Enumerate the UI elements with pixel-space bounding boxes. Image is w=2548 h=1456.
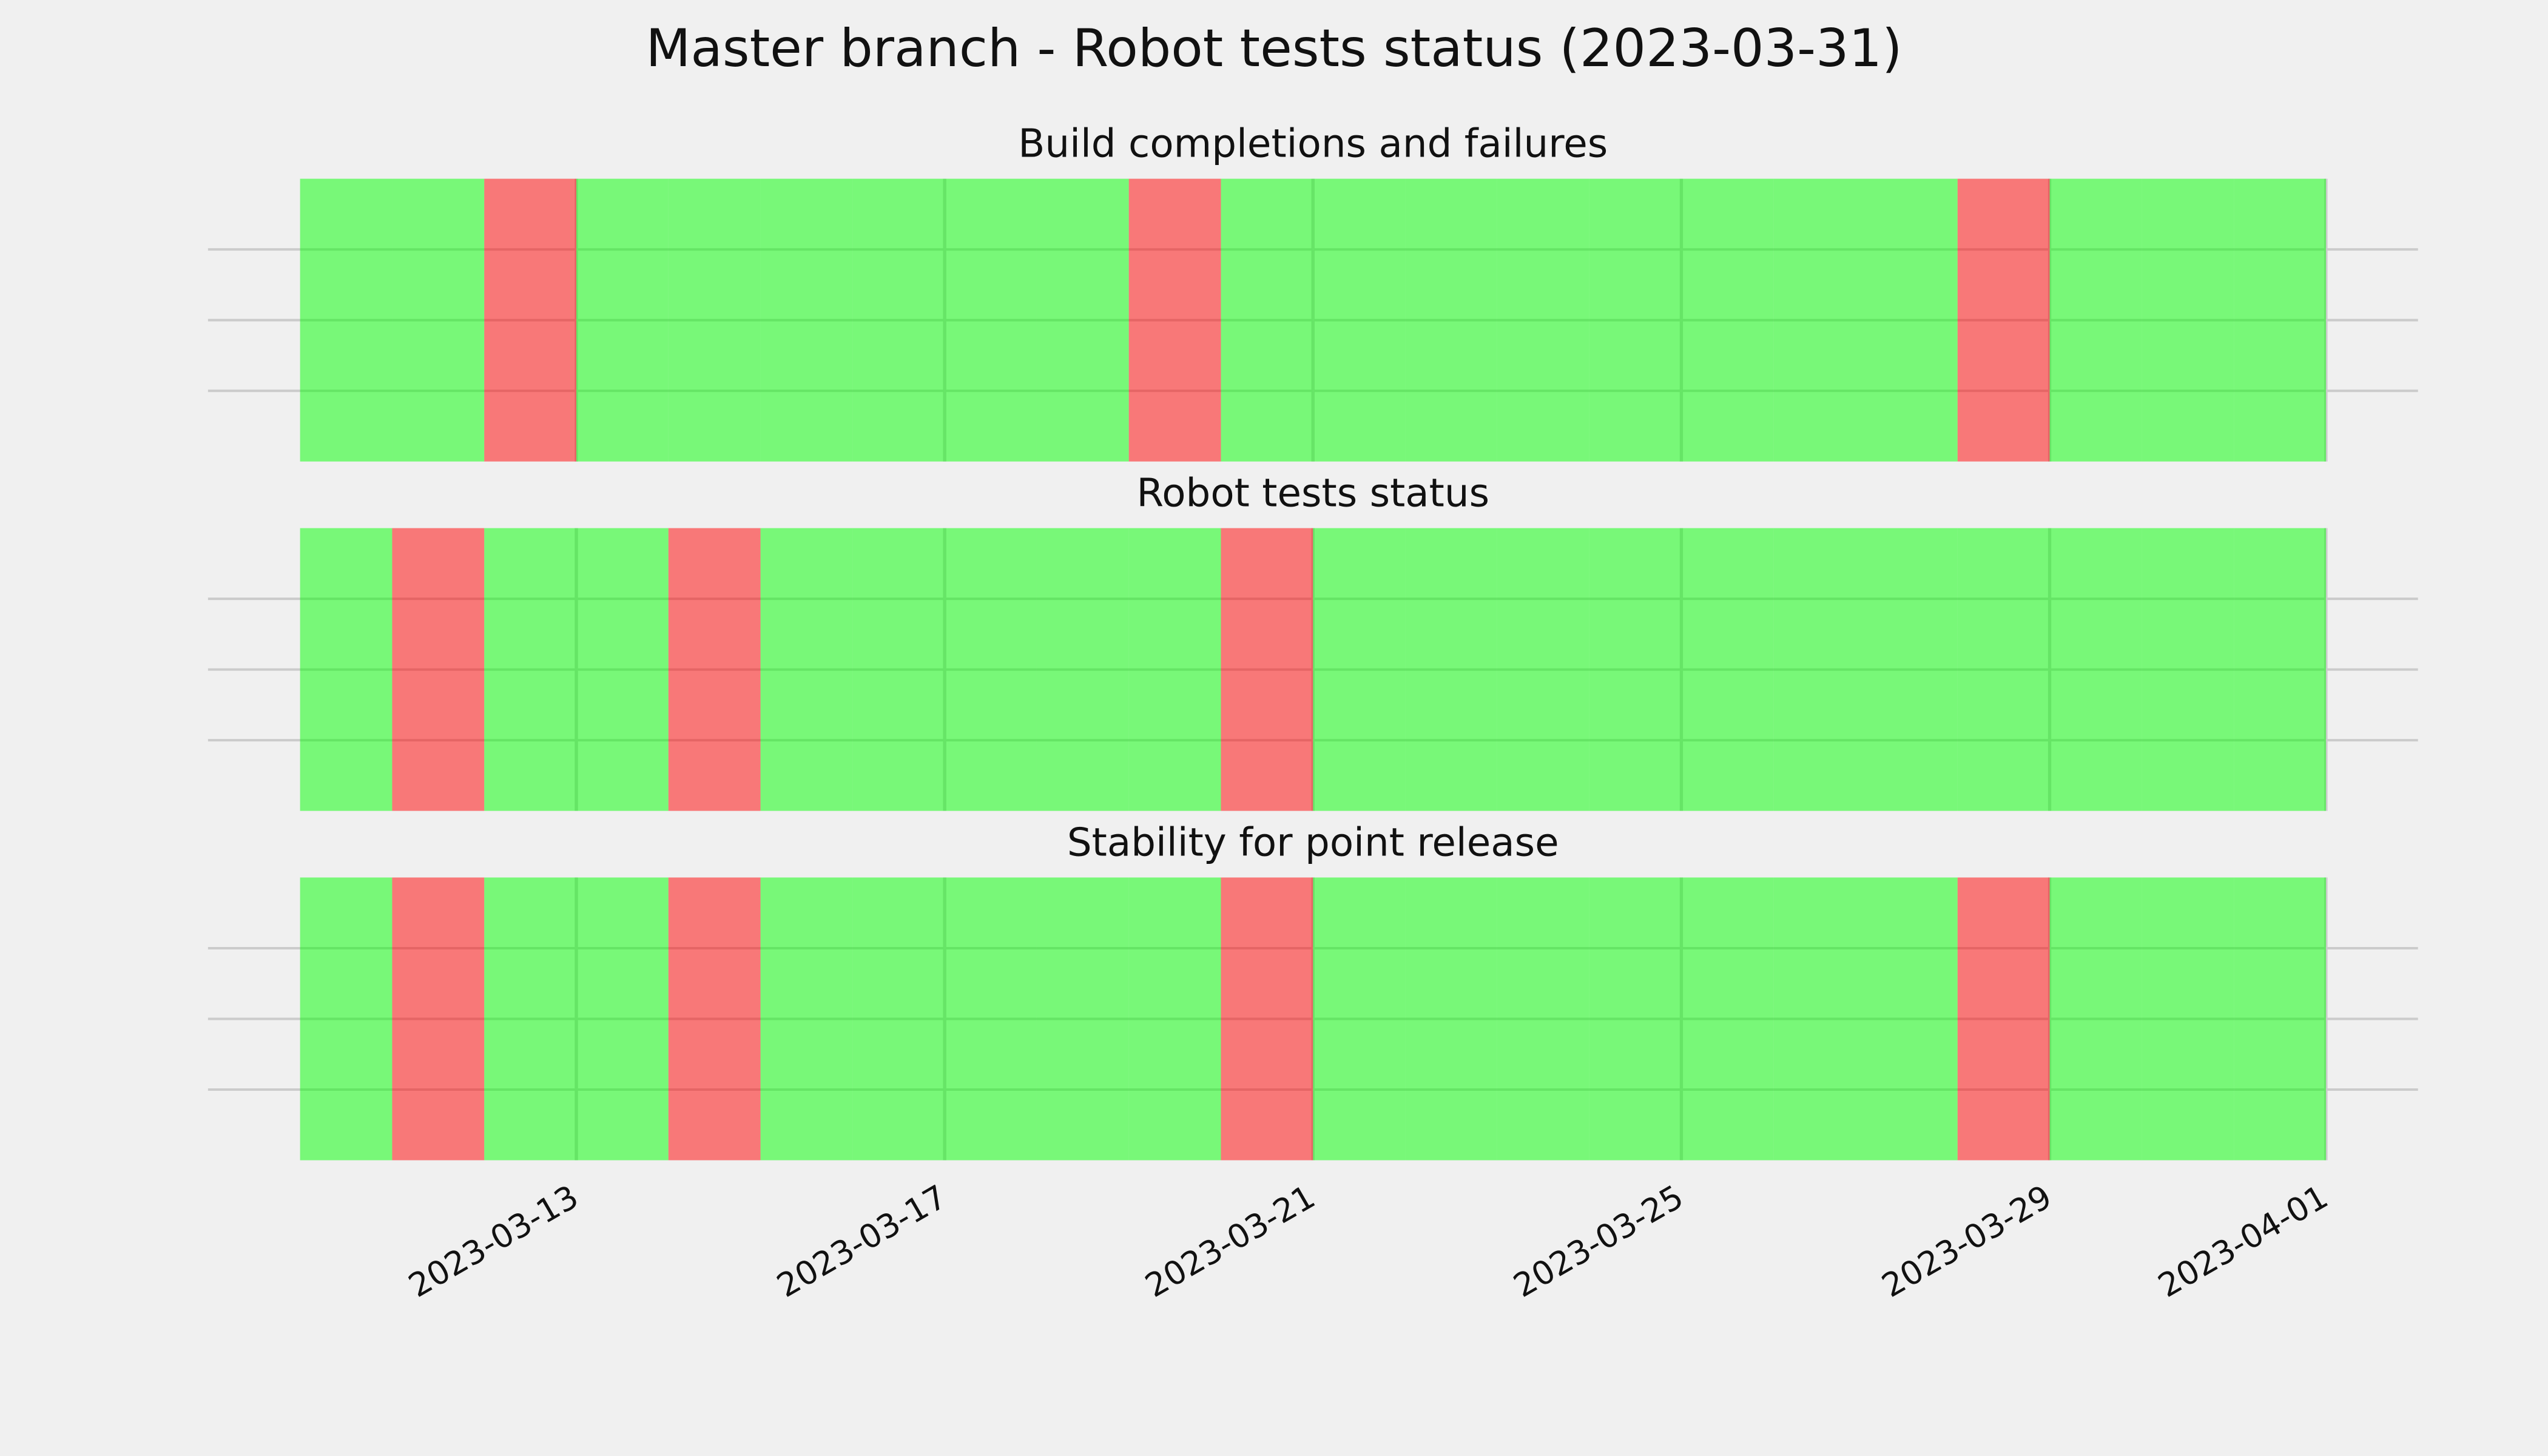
panel-title: Robot tests status [1136,471,1489,516]
status-bar [1773,877,1866,1161]
status-bar [668,178,761,462]
status-bar [1405,528,1497,811]
status-bar [760,178,853,462]
status-bar [300,178,393,462]
status-bar [852,877,945,1161]
status-bar [1221,178,1313,462]
status-bar [1957,178,2050,462]
status-bar [1957,877,2050,1161]
status-bar [2142,877,2234,1161]
status-bar [760,877,853,1161]
status-bar [300,528,393,811]
status-bar [484,528,576,811]
status-bar [852,528,945,811]
status-bar [392,178,485,462]
status-bar [576,877,669,1161]
status-bar [1313,178,1406,462]
status-bar [852,178,945,462]
status-bar [2049,877,2142,1161]
status-bar [1497,877,1589,1161]
status-bar [2234,877,2326,1161]
status-bar [300,877,393,1161]
status-bar [1405,178,1497,462]
status-bar [1957,528,2050,811]
status-bar [392,528,485,811]
status-bar [1036,178,1129,462]
status-bar [1773,528,1866,811]
chart-title: Master branch - Robot tests status (2023… [645,18,1902,79]
status-bar [668,528,761,811]
panel-title: Stability for point release [1067,820,1559,865]
status-bar [668,877,761,1161]
status-bar [576,178,669,462]
status-bar [1128,528,1221,811]
status-bar [576,528,669,811]
status-bar [2234,178,2326,462]
status-bar [1128,877,1221,1161]
status-bar [945,178,1037,462]
status-bar [1221,528,1313,811]
status-bar [1497,528,1589,811]
status-bar [1773,178,1866,462]
status-bar [1589,178,1682,462]
status-bar [1313,528,1406,811]
status-bar [760,528,853,811]
panel-title: Build completions and failures [1018,121,1608,167]
status-bar [2142,528,2234,811]
status-bar [1681,178,1774,462]
status-bar [1681,877,1774,1161]
status-bar [1405,877,1497,1161]
status-bar [1589,528,1682,811]
status-bar [1866,877,1958,1161]
status-bar [484,877,576,1161]
status-bar [1589,877,1682,1161]
status-bar [1036,528,1129,811]
status-bar [945,528,1037,811]
status-bar [484,178,576,462]
status-bar [1866,528,1958,811]
status-bar [1036,877,1129,1161]
status-bar [2049,178,2142,462]
status-bar [2234,528,2326,811]
status-bar [945,877,1037,1161]
status-bar [1221,877,1313,1161]
status-bar [2142,178,2234,462]
status-bar [1866,178,1958,462]
status-bar [2049,528,2142,811]
status-bar [1313,877,1406,1161]
status-bar [1681,528,1774,811]
status-bar [392,877,485,1161]
status-bar [1128,178,1221,462]
status-bar [1497,178,1589,462]
